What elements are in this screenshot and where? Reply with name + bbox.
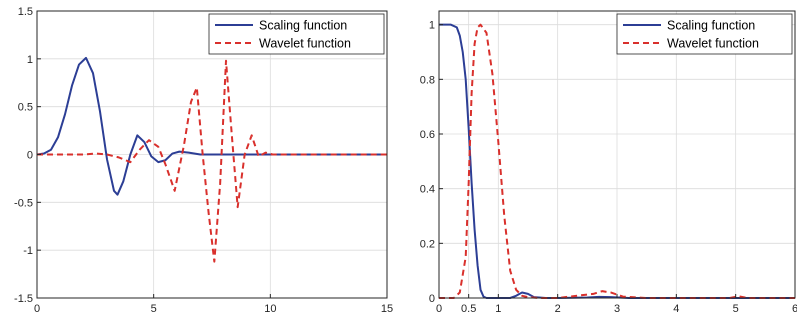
y-tick-label: -1	[23, 245, 33, 257]
right-chart-panel: 0 0.5 1 2 3 4 5 6 0 0.2 0.4 0.6 0.8 1 Scaling function…	[420, 10, 797, 315]
legend-label: Wavelet function	[259, 37, 351, 51]
x-tick-label: 6	[792, 303, 797, 315]
x-tick-label: 15	[381, 303, 393, 315]
y-tick-label: -0.5	[14, 197, 33, 209]
x-tick-label: 10	[264, 303, 276, 315]
y-tick-label: 0.4	[420, 184, 435, 196]
x-tick-label: 5	[733, 303, 739, 315]
y-tick-label: 0.5	[18, 102, 33, 114]
series-line-wavelet-function	[37, 59, 387, 263]
x-tick-label: 1	[495, 303, 501, 315]
y-tick-label: 0	[27, 150, 33, 162]
x-tick-label: 5	[151, 303, 157, 315]
x-tick-label: 4	[673, 303, 679, 315]
y-tick-label: 1.5	[18, 6, 33, 18]
x-tick-label: 2	[555, 303, 561, 315]
legend-box	[208, 13, 385, 55]
y-tick-label: -1.5	[14, 293, 33, 305]
y-tick-label: 1	[429, 20, 435, 32]
x-tick-label: 0.5	[461, 303, 476, 315]
y-tick-label: 0.2	[420, 238, 435, 250]
x-tick-label: 0	[34, 303, 40, 315]
y-tick-label: 0.6	[420, 129, 435, 141]
legend: Scaling function Wavelet function	[616, 13, 793, 55]
left-chart-panel: 0 5 10 15 -1.5 -1 -0.5 0 0.5 1 1.5 Scaling function…	[14, 6, 393, 315]
legend-box	[616, 13, 793, 55]
legend-label: Wavelet function	[667, 37, 759, 51]
x-tick-label: 0	[436, 303, 442, 315]
x-tick-label: 3	[614, 303, 620, 315]
series-line-scaling-function	[36, 56, 387, 196]
y-tick-label: 1	[27, 54, 33, 66]
legend: Scaling function Wavelet function	[208, 13, 385, 55]
legend-label: Scaling function	[259, 19, 347, 33]
y-tick-label: 0.8	[420, 74, 435, 86]
y-tick-label: 0	[429, 293, 435, 305]
legend-label: Scaling function	[667, 19, 755, 33]
